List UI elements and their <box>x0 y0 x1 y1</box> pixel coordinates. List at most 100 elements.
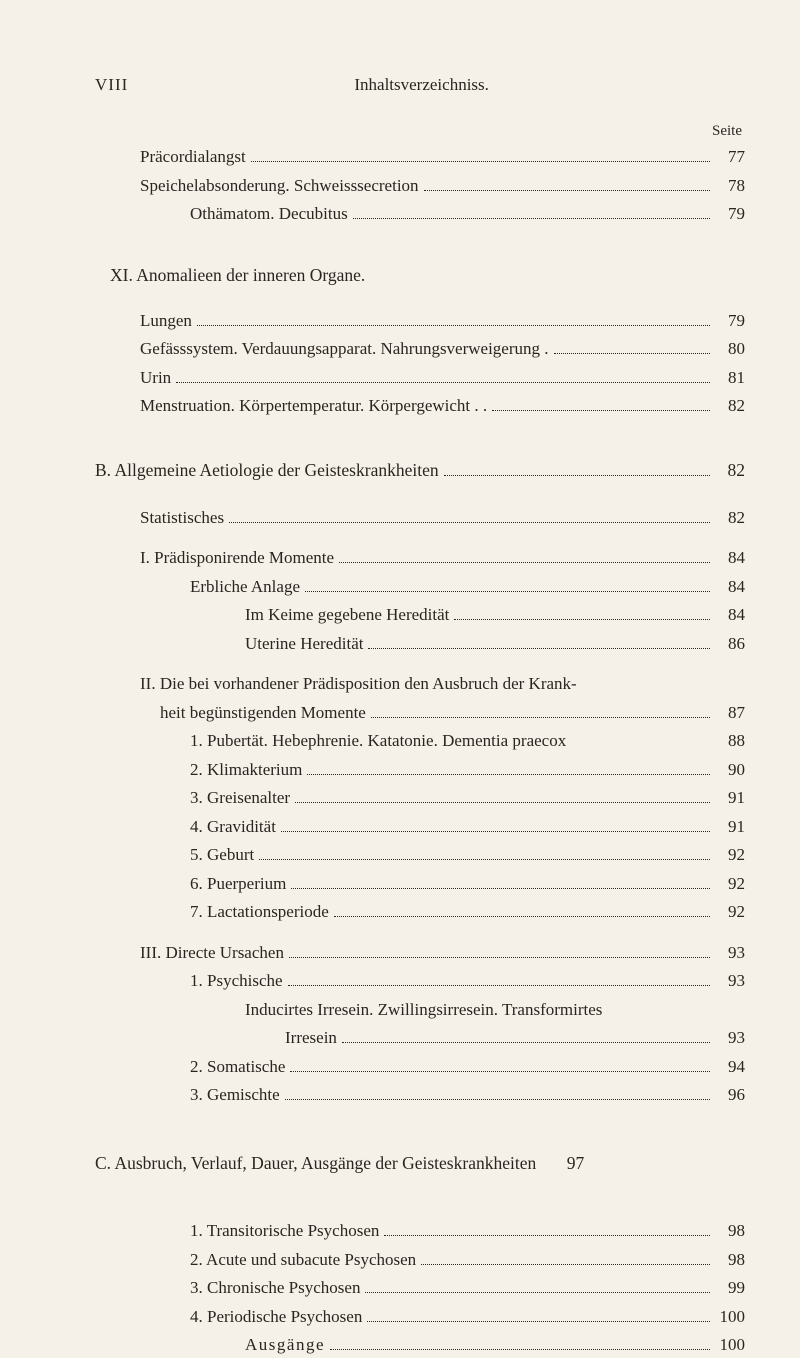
toc-text: 2. Somatische <box>190 1054 285 1080</box>
toc-line: Speichelabsonderung. Schweisssecretion78 <box>95 173 745 199</box>
page-number: 91 <box>715 814 745 840</box>
page-number: 93 <box>715 1025 745 1051</box>
page-number: 98 <box>715 1218 745 1244</box>
toc-block-1: Präcordialangst77 Speichelabsonderung. Sc… <box>95 144 745 227</box>
spacer <box>95 928 745 940</box>
toc-text: 4. Gravidität <box>190 814 276 840</box>
page-number: 92 <box>715 871 745 897</box>
dots <box>353 218 710 219</box>
page-number: 93 <box>715 968 745 994</box>
section-b-title: B. Allgemeine Aetiologie der Geisteskran… <box>95 457 439 483</box>
page-number: 98 <box>715 1247 745 1273</box>
dots <box>330 1349 710 1350</box>
toc-text: 1. Pubertät. Hebephrenie. Katatonie. Dem… <box>190 728 566 754</box>
header-spacer <box>715 75 745 95</box>
page-number: 94 <box>715 1054 745 1080</box>
dots <box>197 325 710 326</box>
toc-line: 2. Acute und subacute Psychosen 98 <box>95 1247 745 1273</box>
toc-text: II. Die bei vorhandener Prädisposition d… <box>140 671 577 697</box>
section-xi-heading: XI. Anomalieen der inneren Organe. <box>95 265 745 286</box>
page-number: 79 <box>715 308 745 334</box>
dots <box>176 382 710 383</box>
dots <box>259 859 710 860</box>
toc-line: Irresein 93 <box>95 1025 745 1051</box>
dots <box>289 957 710 958</box>
toc-line: Statistisches 82 <box>95 505 745 531</box>
toc-line: 4. Gravidität 91 <box>95 814 745 840</box>
dots <box>251 161 710 162</box>
toc-line: Im Keime gegebene Heredität84 <box>95 602 745 628</box>
dots <box>424 190 710 191</box>
toc-text: Gefässsystem. Verdauungsapparat. Nahrung… <box>140 336 549 362</box>
dots <box>454 619 710 620</box>
dots <box>342 1042 710 1043</box>
toc-text: I. Prädisponirende Momente <box>140 545 334 571</box>
page-number: 93 <box>715 940 745 966</box>
toc-line: 5. Geburt 92 <box>95 842 745 868</box>
page-number: 80 <box>715 336 745 362</box>
toc-text: 2. Klimakterium <box>190 757 302 783</box>
toc-text: Othämatom. Decubitus <box>190 201 348 227</box>
toc-text: Speichelabsonderung. Schweisssecretion <box>140 173 419 199</box>
page-number: 87 <box>715 700 745 726</box>
toc-line: Präcordialangst77 <box>95 144 745 170</box>
toc-text: 3. Chronische Psychosen <box>190 1275 360 1301</box>
page-number: 92 <box>715 842 745 868</box>
dots <box>339 562 710 563</box>
toc-line: 1. Psychische 93 <box>95 968 745 994</box>
page-number: 82 <box>715 505 745 531</box>
toc-text: 1. Psychische <box>190 968 283 994</box>
dots <box>365 1292 710 1293</box>
page-number: 100 <box>715 1304 745 1330</box>
toc-text: 7. Lactationsperiode <box>190 899 329 925</box>
page-number: 100 <box>715 1332 745 1358</box>
toc-text: III. Directe Ursachen <box>140 940 284 966</box>
dots <box>281 831 710 832</box>
page-number: 90 <box>715 757 745 783</box>
toc-text: Präcordialangst <box>140 144 246 170</box>
spacer <box>95 1198 745 1218</box>
toc-text: 2. Acute und subacute Psychosen <box>190 1247 416 1273</box>
dots <box>554 353 710 354</box>
dots <box>307 774 710 775</box>
dots <box>290 1071 710 1072</box>
toc-text: 5. Geburt <box>190 842 254 868</box>
toc-text: Statistisches <box>140 505 224 531</box>
page-number: 96 <box>715 1082 745 1108</box>
dots <box>367 1321 710 1322</box>
header-title: Inhaltsverzeichniss. <box>354 75 489 95</box>
section-c-title: C. Ausbruch, Verlauf, Dauer, Ausgänge de… <box>95 1150 536 1176</box>
page-number: 88 <box>715 728 745 754</box>
toc-text: Menstruation. Körpertemperatur. Körperge… <box>140 393 487 419</box>
toc-line: 1. Pubertät. Hebephrenie. Katatonie. Dem… <box>95 728 745 754</box>
toc-line: Erbliche Anlage84 <box>95 574 745 600</box>
section-c-page: 97 <box>554 1150 584 1176</box>
toc-text: Irresein <box>285 1025 337 1051</box>
dots <box>384 1235 710 1236</box>
dots <box>291 888 710 889</box>
page-number: 81 <box>715 365 745 391</box>
toc-text: Uterine Heredität <box>245 631 363 657</box>
toc-line: Urin81 <box>95 365 745 391</box>
section-b-items: Statistisches 82 I. Prädisponirende Moment… <box>95 505 745 1108</box>
page-marker: VIII <box>95 75 128 95</box>
page-number: 92 <box>715 899 745 925</box>
toc-text: 3. Greisenalter <box>190 785 290 811</box>
toc-line: Gefässsystem. Verdauungsapparat. Nahrung… <box>95 336 745 362</box>
dots <box>288 985 710 986</box>
toc-line: Uterine Heredität86 <box>95 631 745 657</box>
toc-line: 6. Puerperium92 <box>95 871 745 897</box>
toc-line: 2. Somatische 94 <box>95 1054 745 1080</box>
page-number: 84 <box>715 574 745 600</box>
dots <box>492 410 710 411</box>
toc-line: 7. Lactationsperiode 92 <box>95 899 745 925</box>
toc-line: Ausgänge100 <box>95 1332 745 1358</box>
toc-line: 3. Greisenalter91 <box>95 785 745 811</box>
toc-text: 3. Gemischte <box>190 1082 280 1108</box>
toc-line: 2. Klimakterium 90 <box>95 757 745 783</box>
section-b-page: 82 <box>715 457 745 483</box>
toc-line: Inducirtes Irresein. Zwillingsirresein. … <box>95 997 745 1023</box>
toc-line: Othämatom. Decubitus79 <box>95 201 745 227</box>
dots <box>421 1264 710 1265</box>
toc-text: 1. Transitorische Psychosen <box>190 1218 379 1244</box>
